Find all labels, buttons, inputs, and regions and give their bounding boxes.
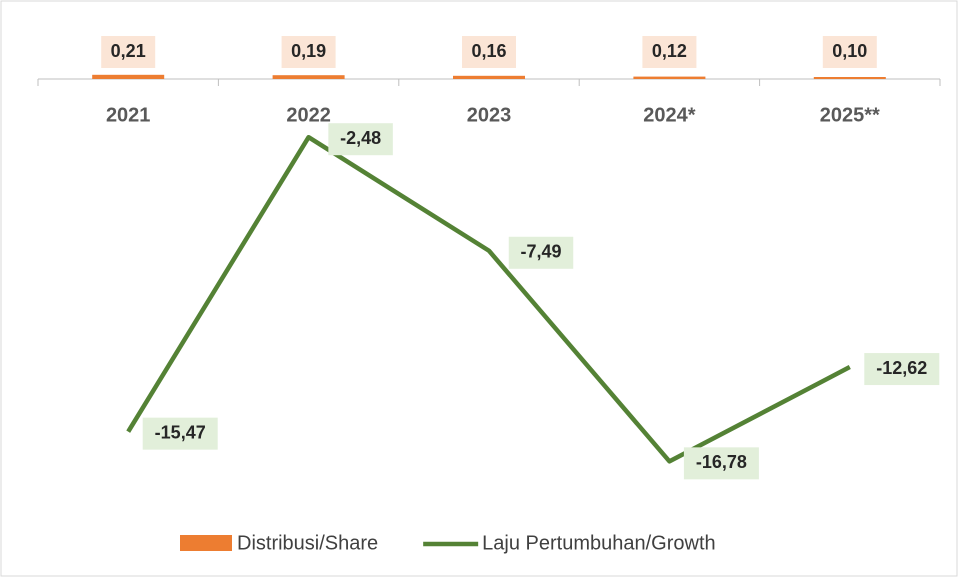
bar xyxy=(272,75,345,79)
data-label-box xyxy=(508,236,574,269)
data-label-box xyxy=(142,417,218,450)
data-label: 0,12 xyxy=(652,41,687,61)
data-label-box xyxy=(864,353,940,386)
data-label-box xyxy=(462,36,516,68)
x-tick-label: 2022 xyxy=(286,104,331,126)
x-tick-label: 2025** xyxy=(820,104,880,126)
legend-label: Distribusi/Share xyxy=(237,532,378,554)
x-tick-label: 2023 xyxy=(467,104,512,126)
data-label: 0,16 xyxy=(471,41,506,61)
data-label: -2,48 xyxy=(340,128,381,148)
data-label: 0,10 xyxy=(832,41,867,61)
legend-label: Laju Pertumbuhan/Growth xyxy=(482,532,715,554)
data-label-box xyxy=(683,447,759,480)
x-tick-label: 2024* xyxy=(643,104,695,126)
data-label: -15,47 xyxy=(155,422,206,442)
bar xyxy=(92,74,165,79)
legend-swatch xyxy=(180,535,232,551)
bar xyxy=(813,77,886,79)
data-label: -7,49 xyxy=(520,242,561,262)
data-label-box xyxy=(642,36,697,68)
line xyxy=(126,134,851,464)
data-label: 0,21 xyxy=(111,41,146,61)
data-label-box xyxy=(328,123,393,156)
data-label-box xyxy=(281,36,336,68)
data-label: -12,62 xyxy=(876,358,927,378)
data-label: 0,19 xyxy=(291,41,326,61)
data-label-box xyxy=(822,36,877,68)
data-label-box xyxy=(101,36,156,68)
bar xyxy=(453,75,525,79)
bar xyxy=(633,76,706,79)
data-label: -16,78 xyxy=(696,452,747,472)
x-tick-label: 2021 xyxy=(106,104,151,126)
